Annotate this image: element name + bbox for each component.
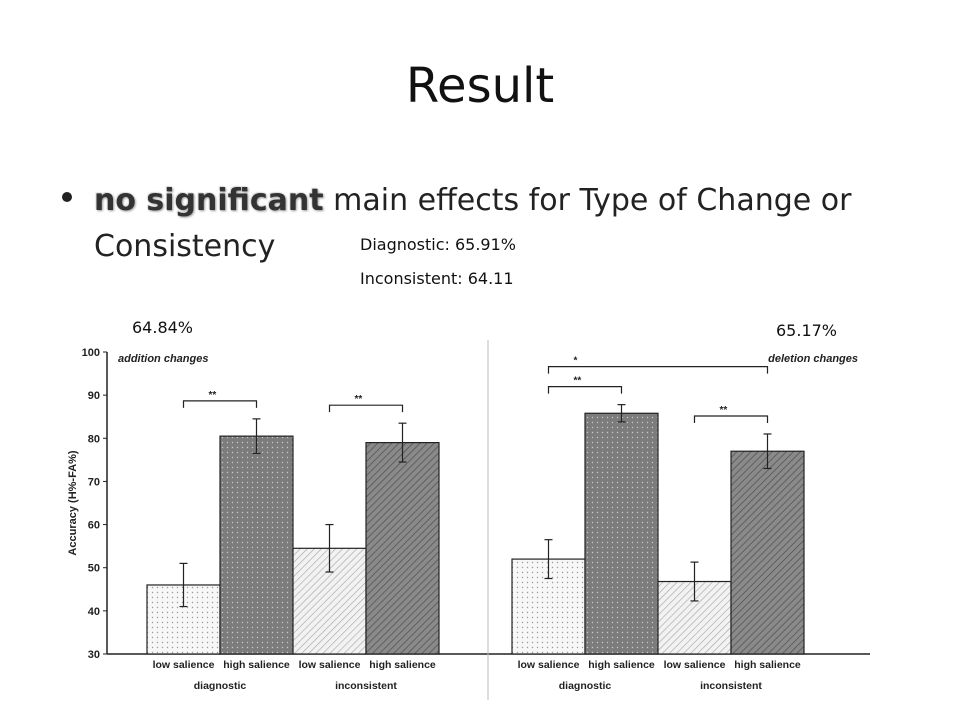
x-tick-label: high salience bbox=[588, 659, 655, 671]
group-label: diagnostic bbox=[194, 680, 247, 692]
significance-label: ** bbox=[209, 390, 217, 401]
x-tick-label: high salience bbox=[369, 659, 436, 671]
x-tick-label: low salience bbox=[153, 659, 215, 671]
y-tick-label: 80 bbox=[88, 433, 100, 445]
x-tick-label: high salience bbox=[734, 659, 801, 671]
inconsistent-note: Inconsistent: 64.11 bbox=[360, 269, 514, 288]
significance-label: * bbox=[574, 356, 578, 367]
significance-bracket bbox=[182, 400, 258, 408]
bullet-emphasis: no significant bbox=[94, 183, 324, 218]
bullet-text: no significant main effects for Type of … bbox=[94, 178, 914, 270]
significance-label: ** bbox=[720, 405, 728, 416]
group-label: inconsistent bbox=[335, 680, 397, 692]
bar bbox=[365, 442, 440, 655]
x-tick-label: high salience bbox=[223, 659, 290, 671]
bullet-rest: main effects for Type of Change or Consi… bbox=[94, 183, 852, 264]
panel-title: deletion changes bbox=[768, 353, 858, 365]
deletion-percentage-note: 65.17% bbox=[776, 321, 838, 340]
addition-percentage-note: 64.84% bbox=[132, 318, 194, 337]
y-axis-label: Accuracy (H%-FA%) bbox=[67, 450, 79, 555]
bullet-icon bbox=[62, 192, 72, 202]
bar bbox=[219, 435, 294, 655]
y-tick-label: 30 bbox=[88, 649, 100, 661]
group-label: diagnostic bbox=[559, 680, 612, 692]
significance-label: ** bbox=[574, 376, 582, 387]
y-tick-label: 60 bbox=[88, 520, 100, 532]
bar bbox=[730, 450, 805, 655]
diagnostic-note: Diagnostic: 65.91% bbox=[360, 235, 516, 254]
x-tick-label: low salience bbox=[664, 659, 726, 671]
significance-bracket bbox=[547, 366, 769, 374]
y-tick-label: 70 bbox=[88, 476, 100, 488]
chart-bars bbox=[146, 366, 805, 655]
y-tick-label: 90 bbox=[88, 390, 100, 402]
y-tick-label: 100 bbox=[82, 347, 100, 359]
y-tick-label: 50 bbox=[88, 563, 100, 575]
bar bbox=[584, 412, 659, 655]
significance-bracket bbox=[693, 415, 769, 423]
chart-labels: 30 40 50 60 70 80 90 100 Accuracy (H%-FA%) low sa… bbox=[67, 347, 858, 692]
significance-bracket bbox=[547, 386, 623, 394]
group-label: inconsistent bbox=[700, 680, 762, 692]
slide-title: Result bbox=[405, 58, 555, 114]
x-tick-label: low salience bbox=[299, 659, 361, 671]
x-tick-label: low salience bbox=[518, 659, 580, 671]
significance-bracket bbox=[328, 404, 404, 413]
y-tick-label: 40 bbox=[88, 606, 100, 618]
significance-label: ** bbox=[355, 394, 363, 405]
panel-title: addition changes bbox=[118, 353, 208, 365]
